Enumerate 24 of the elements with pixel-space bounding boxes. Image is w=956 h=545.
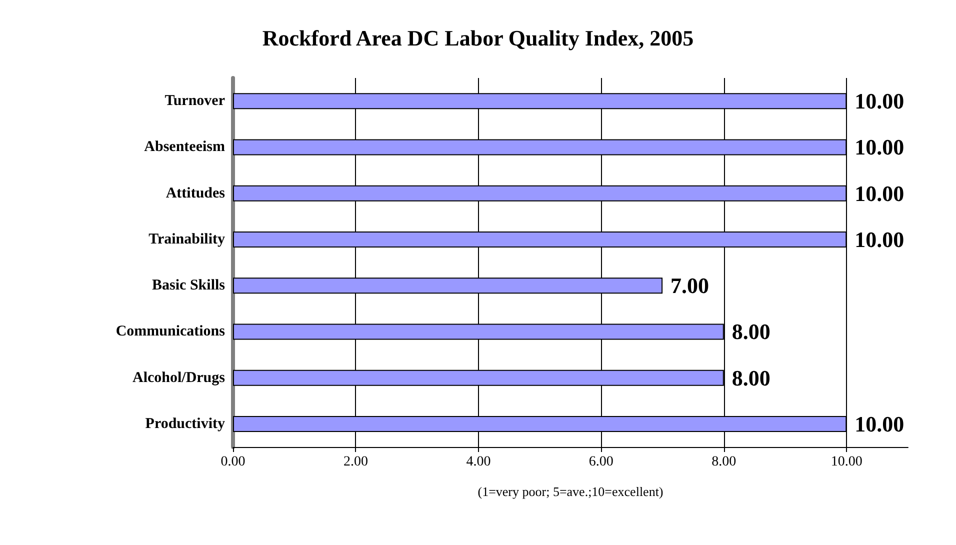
y-tick-label: Alcohol/Drugs bbox=[132, 370, 226, 386]
y-tick-label: Trainability bbox=[148, 231, 226, 248]
data-label: 8.00 bbox=[732, 365, 770, 390]
x-tick-label: 8.00 bbox=[712, 454, 736, 470]
data-label: 10.00 bbox=[854, 226, 904, 252]
data-label: 7.00 bbox=[670, 273, 710, 298]
x-axis-title: (1=very poor; 5=ave.;10=excellent) bbox=[478, 484, 664, 499]
data-label: 10.00 bbox=[854, 180, 904, 206]
y-tick-label: Turnover bbox=[164, 93, 226, 110]
data-label: 10.00 bbox=[854, 411, 904, 436]
data-label: 10.00 bbox=[854, 134, 904, 160]
x-tick-label: 4.00 bbox=[466, 454, 491, 470]
y-tick-label: Basic Skills bbox=[152, 278, 226, 294]
y-tick-label: Communications bbox=[116, 324, 226, 340]
data-label: 8.00 bbox=[732, 319, 770, 344]
x-tick-label: 6.00 bbox=[588, 454, 614, 470]
y-tick-label: Absenteeism bbox=[144, 139, 226, 156]
data-label: 10.00 bbox=[854, 88, 904, 114]
chart-title: Rockford Area DC Labor Quality Index, 2005 bbox=[262, 26, 694, 50]
x-tick-label: 2.00 bbox=[343, 454, 368, 470]
y-tick-label: Productivity bbox=[145, 416, 226, 432]
x-tick-label: 0.00 bbox=[220, 454, 246, 470]
x-tick-label: 10.00 bbox=[830, 454, 862, 470]
y-tick-label: Attitudes bbox=[166, 185, 226, 202]
